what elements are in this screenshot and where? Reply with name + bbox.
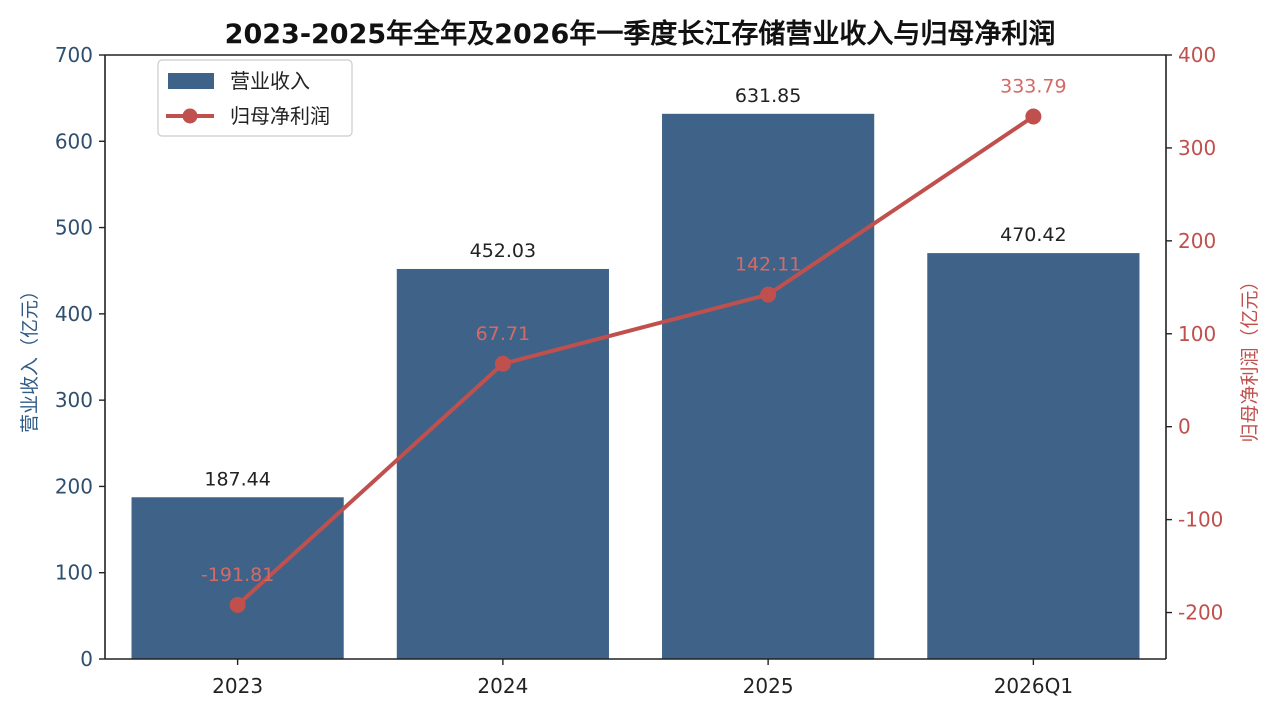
legend-revenue-label: 营业收入 (230, 69, 310, 93)
revenue-bar-2026Q1 (927, 253, 1140, 660)
left-tick-label: 400 (55, 302, 93, 326)
line-layer (229, 108, 1042, 613)
left-tick-label: 200 (55, 474, 93, 498)
bars-layer (131, 113, 1140, 660)
revenue-bar-label: 631.85 (735, 85, 801, 107)
right-axis-title: 归母净利润（亿元） (1239, 271, 1261, 442)
left-axis-title: 营业收入（亿元） (19, 281, 41, 433)
net-profit-label: 142.11 (735, 254, 801, 276)
net-profit-label: 333.79 (1000, 76, 1066, 98)
labels-layer: 187.44 452.03 631.85 470.42 -191.81 67.71 142.… (201, 76, 1067, 586)
right-tick-label: -100 (1178, 508, 1223, 532)
x-tick-label: 2024 (477, 674, 528, 698)
revenue-bar-label: 470.42 (1000, 224, 1066, 246)
net-profit-point-2024 (494, 355, 511, 372)
left-tick-label: 600 (55, 129, 93, 153)
legend-profit-marker (182, 108, 198, 124)
right-tick-label: 0 (1178, 415, 1191, 439)
x-tick-label: 2023 (212, 674, 263, 698)
right-tick-label: 400 (1178, 43, 1216, 67)
chart-title: 2023-2025年全年及2026年一季度长江存储营业收入与归母净利润 (224, 19, 1056, 50)
net-profit-label: -191.81 (201, 564, 274, 586)
left-tick-label: 500 (55, 216, 93, 240)
revenue-bar-label: 187.44 (204, 468, 270, 490)
left-tick-label: 0 (80, 647, 93, 671)
left-tick-label: 700 (55, 43, 93, 67)
axes-layer: 0 100 200 300 400 500 600 700 -200 -100 0 100 200 300… (19, 43, 1261, 698)
legend-profit-label: 归母净利润 (230, 104, 330, 128)
net-profit-line (236, 114, 1035, 607)
right-tick-label: 300 (1178, 136, 1216, 160)
revenue-bar-2025 (662, 113, 875, 659)
revenue-bar-2024 (396, 268, 609, 659)
revenue-bar-2023 (131, 497, 344, 659)
right-tick-label: 200 (1178, 229, 1216, 253)
net-profit-point-2023 (229, 596, 246, 613)
right-tick-label: -200 (1178, 601, 1223, 625)
left-tick-label: 100 (55, 561, 93, 585)
net-profit-label: 67.71 (476, 323, 530, 345)
legend-revenue-swatch (168, 73, 214, 89)
net-profit-point-2025 (760, 286, 777, 303)
x-tick-label: 2025 (743, 674, 794, 698)
right-tick-label: 100 (1178, 322, 1216, 346)
revenue-bar-label: 452.03 (470, 240, 536, 262)
left-tick-label: 300 (55, 388, 93, 412)
net-profit-point-2026Q1 (1025, 108, 1042, 125)
x-tick-label: 2026Q1 (994, 674, 1073, 698)
